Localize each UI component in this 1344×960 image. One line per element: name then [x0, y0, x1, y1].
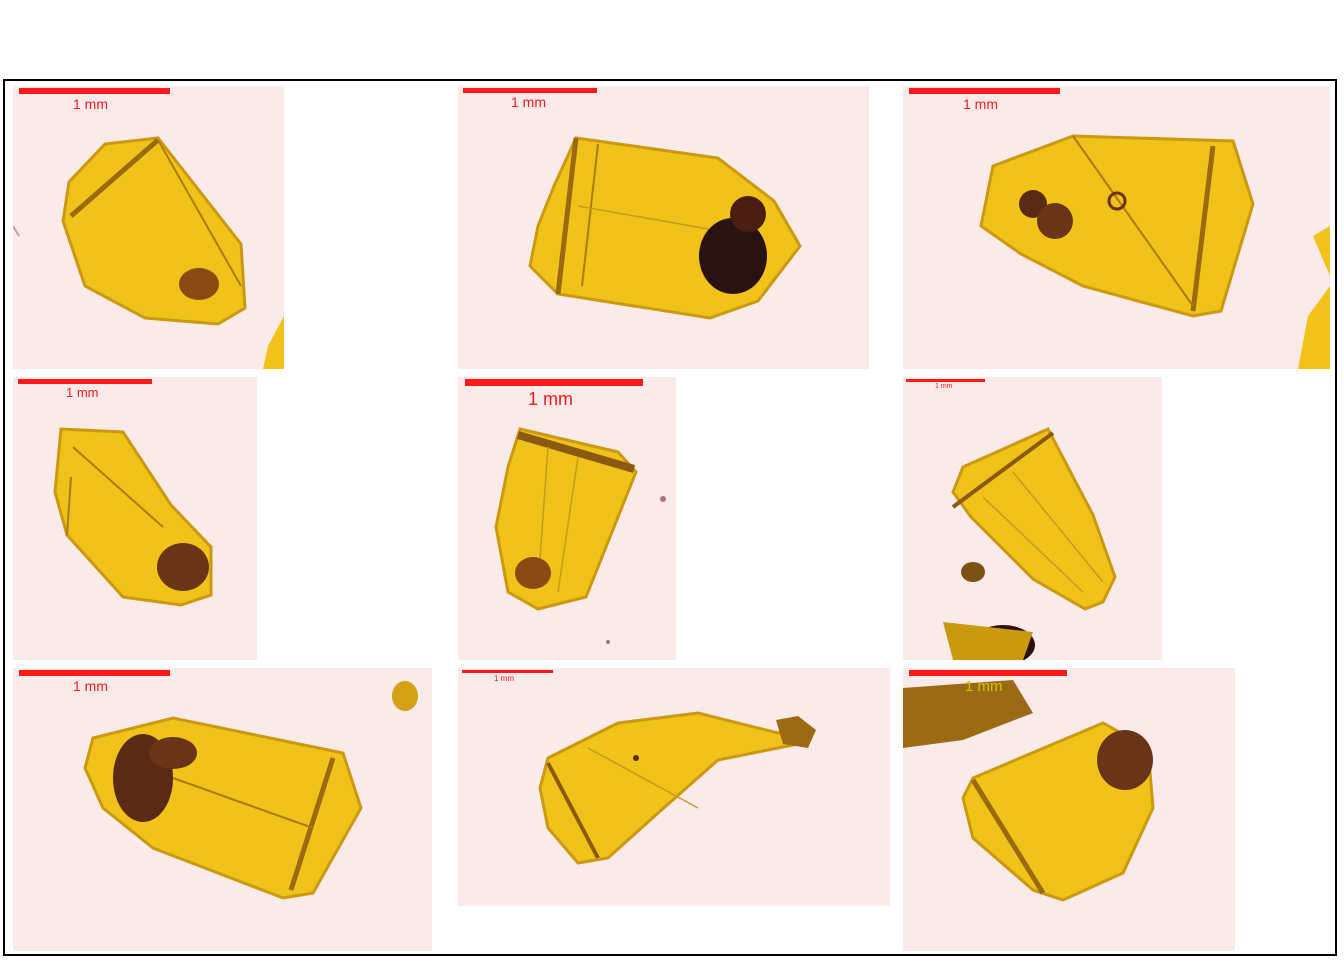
- scale-label: 1 mm: [511, 94, 546, 110]
- specimen-panel-5: 1 mm: [458, 377, 676, 660]
- specimen-image: [528, 136, 802, 320]
- scale-bar: [909, 670, 1067, 676]
- scale-bar: [19, 670, 170, 676]
- figure-frame: 1 mm 1 mm 1 mm: [3, 79, 1337, 956]
- scale-bar: [463, 88, 597, 93]
- specimen-image: [943, 427, 1117, 660]
- specimen-image: [979, 134, 1330, 369]
- scale-label: 1 mm: [73, 96, 108, 112]
- specimen-panel-7: 1 mm: [13, 668, 432, 951]
- specimen-panel-1: 1 mm: [13, 86, 284, 369]
- scale-label: 1 mm: [73, 678, 108, 694]
- specimen-image: [494, 427, 666, 644]
- specimen-image: [53, 427, 213, 607]
- scale-bar: [909, 88, 1060, 94]
- scale-bar: [19, 88, 170, 94]
- scale-label: 1 mm: [66, 385, 99, 400]
- scale-bar: [906, 379, 985, 382]
- specimen-image: [83, 681, 418, 900]
- scale-label: 1 mm: [935, 383, 953, 390]
- specimen-panel-8: 1 mm: [458, 668, 890, 906]
- scale-label: 1 mm: [494, 674, 514, 683]
- scale-bar: [18, 379, 152, 384]
- specimen-image: [538, 711, 816, 865]
- specimen-panel-9: 1 mm: [903, 668, 1235, 951]
- scale-label: 1 mm: [963, 96, 998, 112]
- specimen-panel-2: 1 mm: [458, 86, 869, 369]
- specimen-panel-6: 1 mm: [903, 377, 1162, 660]
- scale-bar: [465, 379, 643, 386]
- scale-label: 1 mm: [528, 389, 573, 409]
- scale-label: 1 mm: [965, 678, 1003, 695]
- specimen-image: [903, 680, 1155, 902]
- specimen-panel-3: 1 mm: [903, 86, 1330, 369]
- scale-bar: [462, 670, 553, 673]
- specimen-panel-4: 1 mm: [13, 377, 257, 660]
- specimen-image: [13, 136, 284, 369]
